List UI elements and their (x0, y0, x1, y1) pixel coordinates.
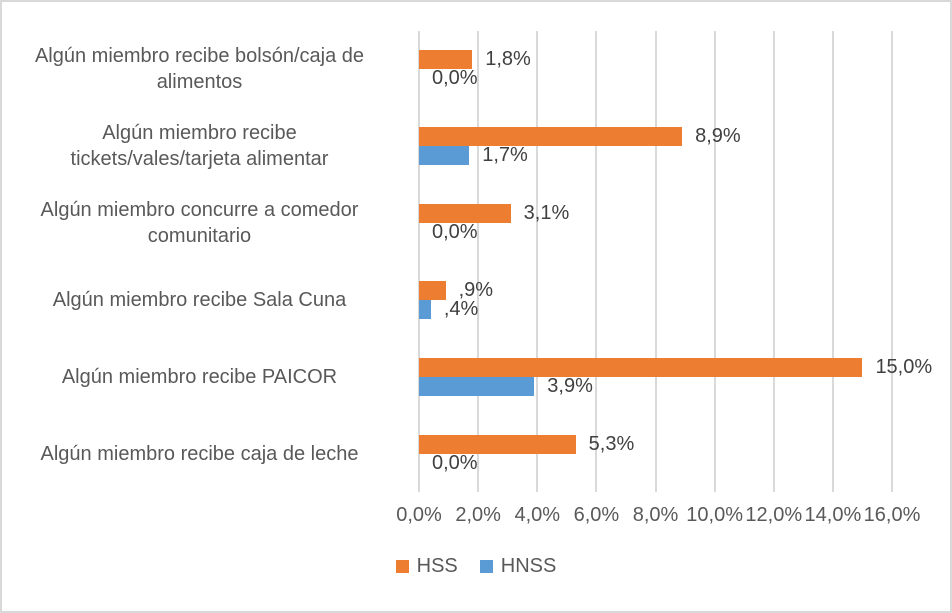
gridline (772, 31, 775, 492)
bar-hss (419, 434, 576, 454)
gridline (477, 31, 480, 492)
data-label: 1,7% (482, 144, 528, 167)
category-cell: Algún miembro recibe caja de leche (2, 415, 419, 492)
legend-label: HSS (416, 555, 458, 577)
data-label: 8,9% (695, 125, 741, 148)
category-label: Algún miembro recibe Sala Cuna (53, 287, 347, 313)
bar-line-hnss: 0,0% (419, 221, 892, 244)
category-label-line: Algún miembro recibe Sala Cuna (52, 288, 347, 311)
gridline (831, 31, 834, 492)
bar-hss (419, 127, 683, 147)
bar-group: 3,1% 0,0% (419, 185, 892, 262)
category-label: Algún miembro recibe tickets/vales/tarjet… (71, 120, 329, 172)
category-cell: Algún miembro recibe Sala Cuna (2, 261, 419, 338)
bar-hss (419, 280, 446, 300)
category-cell: Algún miembro recibe tickets/vales/tarjet… (2, 108, 419, 185)
category-cell: Algún miembro recibe PAICOR (2, 338, 419, 415)
bar-hss (419, 204, 511, 224)
bar-line-hnss: 0,0% (419, 67, 892, 90)
category-label-line: Algún miembro recibe bolsón/caja de (34, 45, 365, 68)
bar-rows: 1,8% 0,0% 8,9% 1,7% 3,1% 0,0% ,9% ,4% 15,0% 3,9% 5… (419, 31, 932, 492)
category-label-line: tickets/vales/tarjeta alimentar (70, 148, 329, 171)
data-label: 15,0% (875, 355, 933, 378)
x-axis-tick: 2,0% (455, 504, 501, 526)
bar-group: 15,0% 3,9% (419, 338, 932, 415)
data-label: 0,0% (432, 67, 478, 90)
data-label: ,9% (458, 278, 494, 301)
plot-area: 1,8% 0,0% 8,9% 1,7% 3,1% 0,0% ,9% ,4% 15,0% 3,9% 5… (418, 31, 932, 492)
category-label-line: Algún miembro concurre a comedor (40, 199, 359, 222)
data-label: 0,0% (432, 451, 478, 474)
category-label-line: Algún miembro recibe caja de leche (40, 442, 359, 465)
category-label-line: comunitario (147, 225, 252, 248)
category-label: Algún miembro recibe PAICOR (62, 364, 337, 390)
category-axis: Algún miembro recibe bolsón/caja de alime… (2, 31, 419, 492)
x-axis-tick: 10,0% (686, 504, 743, 526)
bar-hss (419, 357, 863, 377)
bar-group: ,9% ,4% (419, 261, 892, 338)
category-cell: Algún miembro concurre a comedor comunita… (2, 185, 419, 262)
data-label: 3,9% (547, 374, 593, 397)
x-axis-tick: 0,0% (396, 504, 442, 526)
x-axis-tick: 12,0% (745, 504, 803, 526)
legend-item-hnss: HNSS (479, 555, 557, 578)
x-axis: 0,0% 2,0% 4,0% 6,0% 8,0% 10,0% 12,0% 14,0% 16,0% (396, 504, 920, 530)
bar-group: 8,9% 1,7% (419, 108, 892, 185)
legend-item-hss: HSS (395, 555, 458, 578)
category-label-line: Algún miembro recibe (102, 122, 297, 145)
data-label: 1,8% (485, 48, 531, 71)
bar-line-hss: 1,8% (419, 48, 892, 71)
category-cell: Algún miembro recibe bolsón/caja de alime… (2, 31, 419, 108)
bar-line-hss: 3,1% (419, 202, 892, 225)
data-label: 3,1% (523, 202, 570, 225)
gridline (713, 31, 716, 492)
x-axis-tick: 6,0% (573, 504, 620, 526)
legend-swatch-hss (395, 560, 409, 573)
gridline (418, 31, 420, 492)
bar-line-hss: 5,3% (419, 432, 892, 455)
legend: HSS HNSS (2, 555, 950, 578)
bar-hnss (419, 299, 431, 319)
bar-group: 1,8% 0,0% (419, 31, 892, 108)
bar-line-hnss: 0,0% (419, 451, 892, 474)
bar-line-hnss: ,4% (419, 297, 892, 320)
category-label-line: Algún miembro recibe PAICOR (61, 365, 338, 388)
data-label: 5,3% (588, 432, 635, 455)
bar-line-hnss: 1,7% (419, 144, 892, 167)
category-label: Algún miembro recibe caja de leche (41, 441, 359, 467)
x-axis-tick: 4,0% (514, 504, 561, 526)
category-label-line: alimentos (156, 71, 243, 94)
x-axis-tick: 8,0% (632, 504, 679, 526)
gridline (595, 31, 598, 492)
data-label: 0,0% (432, 221, 478, 244)
bar-hnss (419, 376, 535, 396)
legend-swatch-hnss (479, 560, 493, 573)
bar-hnss (419, 146, 470, 166)
gridline (536, 31, 539, 492)
x-axis-tick: 14,0% (804, 504, 862, 526)
legend-label: HNSS (500, 555, 557, 577)
gridline (654, 31, 657, 492)
gridlines (418, 31, 893, 492)
data-label: ,4% (443, 297, 479, 320)
bar-hss (419, 50, 473, 70)
gridline (891, 31, 893, 492)
bar-line-hss: ,9% (419, 278, 892, 301)
category-label: Algún miembro concurre a comedor comunita… (41, 197, 359, 249)
bar-line-hnss: 3,9% (419, 374, 892, 397)
category-label: Algún miembro recibe bolsón/caja de alime… (35, 43, 364, 95)
bar-group: 5,3% 0,0% (419, 415, 892, 492)
x-axis-tick: 16,0% (863, 504, 921, 526)
bar-line-hss: 8,9% (419, 125, 892, 148)
bar-line-hss: 15,0% (419, 357, 932, 377)
